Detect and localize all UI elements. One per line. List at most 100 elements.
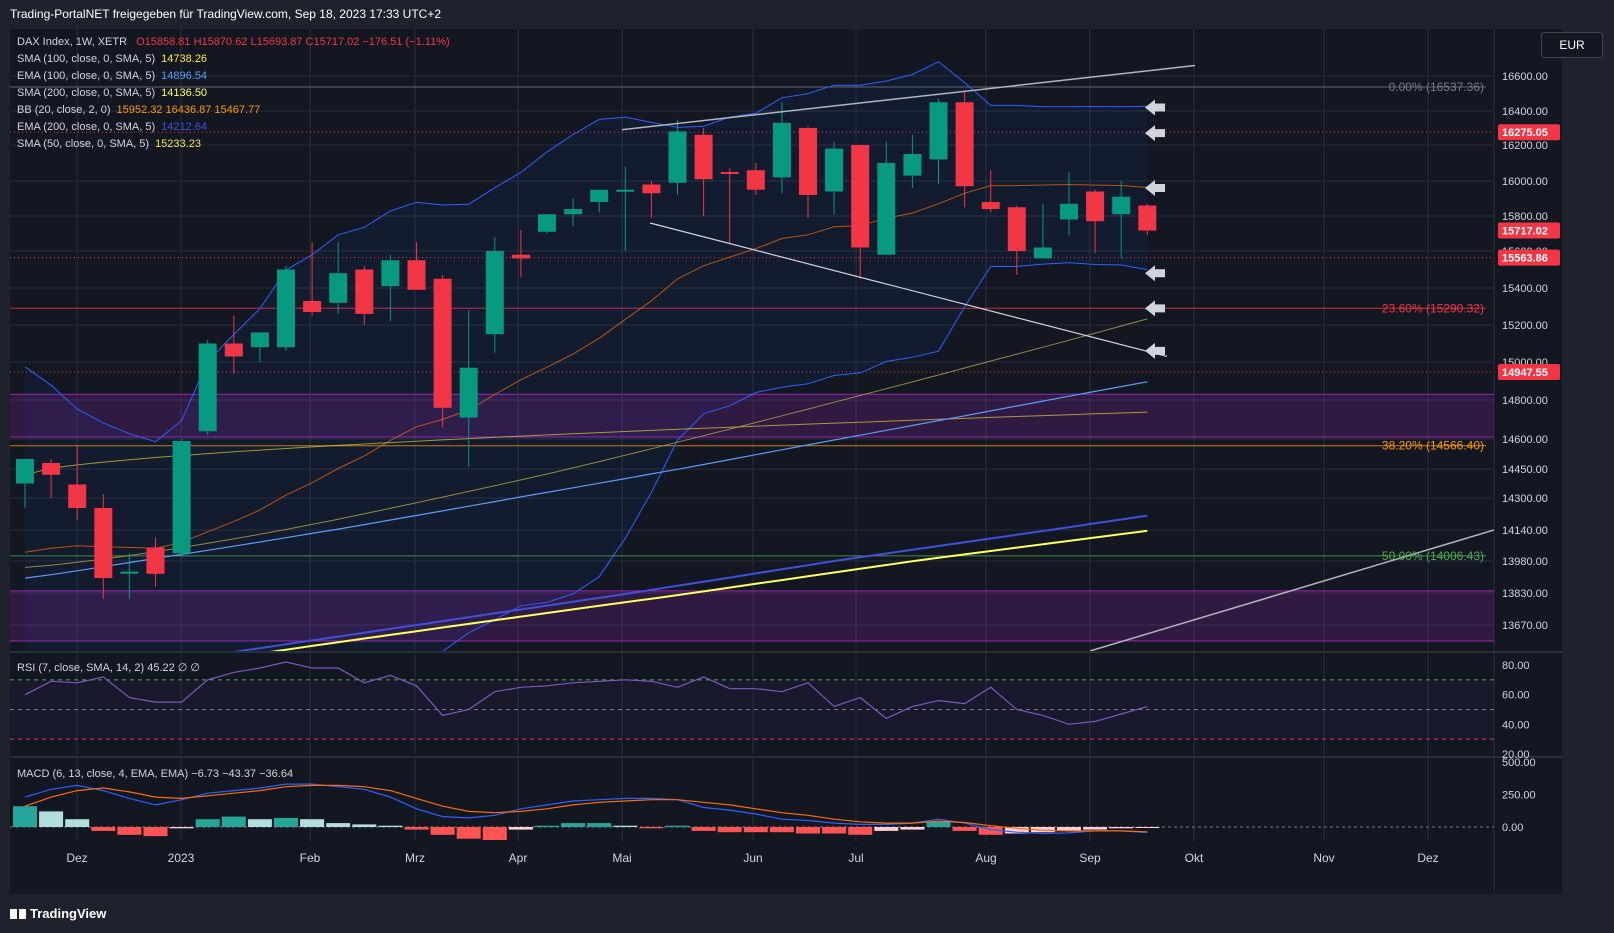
y-tick-label: 16200.00 (1502, 140, 1548, 152)
tradingview-brand: TradingView (30, 906, 107, 921)
macd-histogram-bar (587, 823, 612, 827)
candle-body (642, 184, 661, 194)
x-tick-label: Apr (509, 851, 528, 865)
arrow-marker-icon (1145, 300, 1165, 317)
sma-50-line (24, 318, 1148, 568)
macd-histogram-bar (613, 825, 638, 827)
candle-body (250, 332, 269, 348)
macd-histogram-bar (717, 827, 742, 833)
macd-histogram-bar (665, 825, 690, 827)
legend-indicator-row[interactable]: EMA (100, close, 0, SMA, 5) 14896.54 (17, 68, 450, 85)
candle-body (146, 547, 165, 574)
price-label-text: 14947.55 (1502, 367, 1548, 379)
candle-body (407, 260, 426, 290)
legend-indicator-label: BB (20, close, 2, 0) (17, 104, 111, 116)
chart-svg[interactable]: 16600.00 16400.00 16200.00 16000.00 15800.00… (10, 29, 1562, 894)
candle-body (903, 154, 922, 176)
macd-histogram-bar (326, 823, 351, 827)
macd-histogram-bar (65, 819, 90, 827)
y-tick-label: 13980.00 (1502, 556, 1548, 568)
rsi-tick-label: 40.00 (1502, 719, 1530, 731)
candle-body (355, 269, 374, 314)
candle-body (94, 508, 113, 579)
tradingview-icon (10, 909, 26, 919)
rsi-legend[interactable]: RSI (7, close, SMA, 14, 2) 45.22 ∅ ∅ (17, 662, 201, 674)
macd-histogram-bar (13, 806, 37, 827)
rsi-tick-label: 60.00 (1502, 690, 1530, 702)
tradingview-logo: TradingView (10, 906, 106, 921)
arrow-marker-icon (1145, 265, 1165, 282)
candle-body (433, 278, 452, 408)
candle-body (590, 189, 609, 202)
rsi-tick-label: 20.00 (1502, 749, 1530, 761)
candle-body (746, 170, 765, 190)
macd-histogram-bar (274, 817, 298, 827)
x-tick-label: Aug (975, 851, 996, 865)
sma-100-line (24, 411, 1148, 476)
y-tick-label: 16400.00 (1502, 106, 1548, 118)
rsi-line (24, 661, 1148, 725)
candle-body (459, 367, 478, 418)
macd-tick-label: 0.00 (1502, 822, 1523, 834)
candle-body (1086, 191, 1105, 222)
macd-histogram-bar (639, 827, 664, 829)
currency-button[interactable]: EUR (1541, 32, 1603, 58)
y-tick-label: 15200.00 (1502, 320, 1548, 332)
legend-indicator-value: 14212.64 (161, 121, 208, 133)
y-tick-label: 13670.00 (1502, 620, 1548, 632)
legend-indicator-label: SMA (50, close, 0, SMA, 5) (17, 138, 150, 150)
candle-body (198, 343, 217, 432)
chart-legend: DAX Index, 1W, XETR O15858.81 H15870.62 … (17, 34, 450, 153)
legend-ohlc: O15858.81 H15870.62 L15693.87 C15717.02 … (136, 36, 450, 48)
x-tick-label: Dez (66, 851, 87, 865)
lower-trendline (649, 222, 1168, 358)
macd-histogram-bar (300, 819, 325, 827)
macd-histogram-bar (508, 827, 533, 830)
candle-body (511, 254, 530, 259)
candle-body (1033, 247, 1052, 259)
macd-histogram-bar (1057, 827, 1081, 831)
x-tick-label: Mai (612, 851, 631, 865)
fib-level-label: 38.20% (14566.40) (1382, 439, 1484, 453)
x-tick-label: Okt (1185, 851, 1204, 865)
macd-histogram-bar (143, 827, 168, 837)
y-tick-label: 16000.00 (1502, 176, 1548, 188)
candle-body (538, 214, 556, 232)
legend-indicator-label: SMA (100, close, 0, SMA, 5) (17, 53, 156, 65)
x-tick-label: 2023 (168, 851, 195, 865)
macd-histogram-bar (1109, 827, 1134, 829)
legend-indicator-row[interactable]: SMA (100, close, 0, SMA, 5) 14738.26 (17, 51, 450, 68)
legend-indicator-row[interactable]: SMA (200, close, 0, SMA, 5) 14136.50 (17, 85, 450, 102)
legend-symbol: DAX Index, 1W, XETR (17, 36, 128, 48)
candle-body (772, 122, 791, 178)
x-tick-label: Sep (1079, 851, 1101, 865)
x-tick-label: Jul (848, 851, 863, 865)
macd-histogram-bar (430, 827, 455, 835)
legend-indicator-row[interactable]: BB (20, close, 2, 0) 15952.32 16436.87 15… (17, 102, 450, 119)
price-label-text: 15717.02 (1502, 226, 1548, 238)
chart-frame[interactable]: 16600.00 16400.00 16200.00 16000.00 15800.00… (10, 29, 1562, 894)
fib-level-label: 0.00% (16537.36) (1389, 80, 1484, 94)
macd-histogram-bar (848, 827, 873, 835)
candle-body (1007, 207, 1026, 251)
rsi-tick-label: 80.00 (1502, 660, 1530, 672)
macd-histogram-bar (456, 827, 481, 839)
arrow-marker-icon (1145, 180, 1165, 196)
legend-main-row[interactable]: DAX Index, 1W, XETR O15858.81 H15870.62 … (17, 34, 450, 51)
ema-200-line (233, 514, 1148, 651)
macd-tick-label: 500.00 (1502, 757, 1536, 769)
macd-histogram-bar (482, 827, 507, 840)
macd-line (24, 783, 1148, 835)
macd-histogram-bar (796, 827, 820, 834)
legend-indicator-row[interactable]: SMA (50, close, 0, SMA, 5) 15233.23 (17, 136, 450, 153)
candle-body (877, 163, 896, 255)
share-header: Trading-PortalNET freigegeben für Tradin… (10, 7, 442, 21)
macd-histogram-bar (117, 827, 142, 835)
macd-legend[interactable]: MACD (6, 13, close, 4, EMA, EMA) −6.73 −… (17, 768, 294, 780)
legend-indicator-value: 15952.32 16436.87 15467.77 (116, 104, 261, 116)
macd-histogram-bar (1030, 827, 1055, 833)
candle-body (381, 260, 400, 287)
legend-indicator-row[interactable]: EMA (200, close, 0, SMA, 5) 14212.64 (17, 119, 450, 136)
legend-indicator-value: 14738.26 (161, 53, 208, 65)
macd-histogram-bar (247, 819, 272, 827)
